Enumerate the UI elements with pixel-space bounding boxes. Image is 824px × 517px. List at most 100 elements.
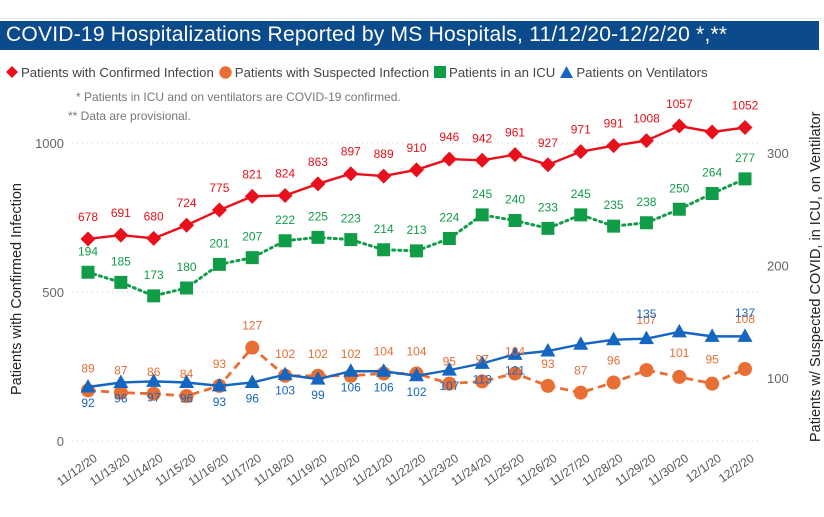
title-bar: COVID-19 Hospitalizations Reported by MS… — [0, 21, 819, 50]
point-ventilators[interactable] — [211, 377, 227, 392]
point-icu[interactable] — [410, 244, 423, 258]
point-icu[interactable] — [180, 281, 194, 295]
point-suspected[interactable] — [245, 340, 260, 355]
point-confirmed[interactable] — [573, 144, 589, 160]
point-icu[interactable] — [147, 289, 161, 303]
data-label-icu: 245 — [472, 187, 492, 201]
point-icu[interactable] — [574, 208, 588, 222]
data-label-ventilators: 135 — [636, 307, 656, 321]
point-icu[interactable] — [607, 219, 621, 233]
point-suspected[interactable] — [573, 385, 588, 400]
data-label-ventilators: 121 — [505, 363, 525, 377]
legend-item-ventilators[interactable]: Patients on Ventilators — [560, 65, 708, 80]
point-confirmed[interactable] — [376, 168, 392, 184]
point-confirmed[interactable] — [507, 147, 523, 163]
point-icu[interactable] — [114, 275, 128, 289]
point-icu[interactable] — [377, 243, 391, 257]
point-icu[interactable] — [278, 234, 292, 248]
point-confirmed[interactable] — [737, 120, 753, 136]
point-ventilators[interactable] — [540, 343, 556, 357]
data-label-ventilators: 107 — [439, 379, 459, 393]
point-confirmed[interactable] — [80, 231, 96, 247]
point-suspected[interactable] — [705, 376, 720, 391]
point-confirmed[interactable] — [671, 118, 687, 134]
legend-item-confirmed[interactable]: Patients with Confirmed Infection — [6, 65, 214, 80]
series-icu — [81, 172, 752, 303]
legend-item-icu[interactable]: Patients in an ICU — [434, 65, 555, 80]
point-ventilators[interactable] — [409, 367, 424, 382]
point-confirmed[interactable] — [606, 138, 622, 154]
point-confirmed[interactable] — [244, 188, 260, 204]
point-confirmed[interactable] — [343, 166, 359, 182]
point-icu[interactable] — [672, 202, 686, 216]
point-suspected[interactable] — [606, 375, 621, 390]
point-icu[interactable] — [212, 257, 226, 271]
point-icu[interactable] — [344, 233, 358, 247]
triangle-icon — [560, 66, 574, 78]
data-label-icu: 225 — [308, 209, 328, 223]
point-suspected[interactable] — [508, 366, 523, 381]
point-confirmed[interactable] — [211, 202, 227, 218]
point-ventilators[interactable] — [277, 366, 293, 381]
point-ventilators[interactable] — [179, 374, 195, 389]
point-ventilators[interactable] — [441, 362, 457, 376]
point-icu[interactable] — [738, 172, 752, 186]
point-confirmed[interactable] — [474, 152, 490, 168]
point-confirmed[interactable] — [179, 217, 195, 233]
point-confirmed[interactable] — [441, 151, 457, 167]
point-icu[interactable] — [245, 251, 259, 265]
point-confirmed[interactable] — [638, 133, 654, 149]
point-icu[interactable] — [541, 221, 555, 235]
point-confirmed[interactable] — [409, 162, 424, 178]
point-confirmed[interactable] — [113, 227, 129, 243]
point-suspected[interactable] — [146, 386, 161, 401]
point-ventilators[interactable] — [573, 336, 589, 350]
point-ventilators[interactable] — [606, 331, 622, 346]
data-label-icu: 223 — [341, 212, 361, 226]
point-suspected[interactable] — [540, 378, 555, 393]
point-ventilators[interactable] — [146, 373, 162, 387]
point-icu[interactable] — [311, 230, 325, 244]
point-suspected[interactable] — [442, 376, 457, 391]
point-ventilators[interactable] — [638, 330, 654, 345]
point-ventilators[interactable] — [704, 328, 720, 342]
data-label-icu: 245 — [571, 187, 591, 201]
point-ventilators[interactable] — [474, 355, 490, 369]
point-suspected[interactable] — [639, 363, 654, 378]
data-label-suspected: 127 — [242, 319, 262, 333]
point-ventilators[interactable] — [507, 346, 523, 360]
point-suspected[interactable] — [672, 369, 687, 384]
point-confirmed[interactable] — [540, 157, 556, 173]
y-right-tick-label: 200 — [767, 259, 789, 274]
point-icu[interactable] — [442, 232, 456, 245]
data-label-confirmed: 910 — [406, 141, 426, 155]
point-ventilators[interactable] — [737, 328, 753, 342]
point-ventilators[interactable] — [244, 374, 260, 389]
point-ventilators[interactable] — [376, 363, 392, 377]
data-label-icu: 250 — [669, 181, 689, 195]
point-confirmed[interactable] — [277, 187, 293, 203]
point-icu[interactable] — [639, 216, 653, 230]
point-ventilators[interactable] — [671, 323, 687, 338]
point-suspected[interactable] — [179, 389, 194, 403]
circle-icon — [219, 65, 232, 79]
point-icu[interactable] — [475, 208, 489, 222]
point-icu[interactable] — [81, 265, 95, 279]
point-icu[interactable] — [705, 187, 719, 200]
data-label-ventilators: 113 — [473, 372, 492, 386]
point-confirmed[interactable] — [146, 230, 162, 246]
point-ventilators[interactable] — [310, 371, 326, 385]
data-labels-layer: 194 185 173 180 201 207 222 225 223 214 213 224 245 2… — [78, 97, 759, 410]
point-icu[interactable] — [508, 214, 522, 227]
series-confirmed — [80, 118, 753, 247]
point-ventilators[interactable] — [80, 379, 96, 393]
point-suspected[interactable] — [475, 374, 490, 389]
point-confirmed[interactable] — [310, 176, 326, 192]
point-confirmed[interactable] — [704, 124, 720, 140]
data-label-suspected: 87 — [114, 364, 128, 378]
point-ventilators[interactable] — [343, 363, 359, 377]
point-ventilators[interactable] — [113, 374, 129, 389]
point-suspected[interactable] — [738, 362, 752, 376]
legend-item-suspected[interactable]: Patients with Suspected Infection — [219, 65, 429, 80]
point-suspected[interactable] — [113, 385, 128, 400]
